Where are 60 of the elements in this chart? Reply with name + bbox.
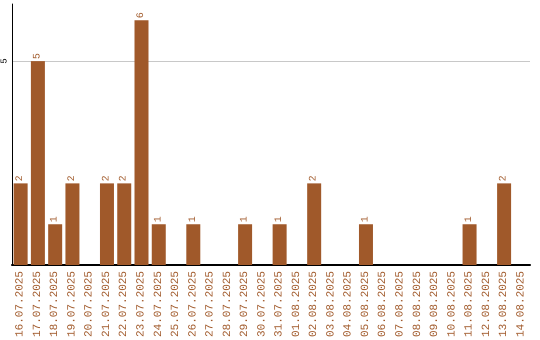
x-tick-label: 11.08.2025 bbox=[464, 270, 476, 338]
bar bbox=[307, 183, 322, 265]
x-tick-label: 24.07.2025 bbox=[152, 270, 165, 338]
x-tick-label: 20.07.2025 bbox=[84, 270, 96, 338]
x-tick-label: 02.08.2025 bbox=[308, 270, 320, 338]
x-tick-label: 31.07.2025 bbox=[274, 270, 286, 338]
bar bbox=[100, 183, 114, 265]
x-tick-label: 01.08.2025 bbox=[290, 270, 303, 338]
x-tick-label: 14.08.2025 bbox=[515, 270, 528, 338]
x-tick-label: 10.08.2025 bbox=[446, 270, 458, 338]
x-tick-label: 06.08.2025 bbox=[377, 270, 390, 338]
bar bbox=[48, 224, 62, 265]
bar bbox=[134, 20, 148, 265]
bar bbox=[497, 183, 512, 265]
bar bbox=[30, 61, 45, 265]
bar bbox=[117, 183, 132, 265]
x-tick-label: 21.07.2025 bbox=[100, 270, 113, 338]
x-tick-label: 03.08.2025 bbox=[325, 270, 338, 338]
data-label: 6 bbox=[136, 12, 147, 18]
data-label: 1 bbox=[464, 216, 476, 222]
data-label: 2 bbox=[308, 175, 320, 182]
data-label: 2 bbox=[101, 175, 112, 182]
data-label: 1 bbox=[360, 216, 372, 222]
x-tick-label: 08.08.2025 bbox=[412, 270, 424, 338]
data-label: 1 bbox=[240, 216, 251, 222]
x-tick-label: 29.07.2025 bbox=[239, 270, 252, 338]
data-label: 1 bbox=[153, 216, 164, 222]
x-tick-label: 22.07.2025 bbox=[118, 270, 130, 338]
x-tick-label: 19.07.2025 bbox=[66, 270, 78, 338]
x-tick-label: 16.07.2025 bbox=[14, 270, 27, 338]
data-label: 5 bbox=[32, 53, 44, 60]
x-tick-label: 13.08.2025 bbox=[498, 270, 510, 338]
data-label: 2 bbox=[66, 175, 78, 182]
bar bbox=[462, 224, 477, 265]
bar bbox=[186, 224, 200, 265]
x-tick-label: 26.07.2025 bbox=[187, 270, 200, 338]
x-tick-label: 12.08.2025 bbox=[480, 270, 493, 338]
data-label: 2 bbox=[498, 175, 510, 182]
bar bbox=[358, 224, 373, 265]
data-label: 1 bbox=[188, 216, 199, 222]
x-tick-label: 18.07.2025 bbox=[49, 270, 62, 338]
x-tick-label: 30.07.2025 bbox=[256, 270, 268, 338]
data-label: 2 bbox=[118, 175, 130, 182]
data-label: 1 bbox=[50, 216, 61, 222]
x-tick-label: 23.07.2025 bbox=[136, 270, 148, 338]
x-tick-label: 09.08.2025 bbox=[429, 270, 442, 338]
x-tick-label: 17.07.2025 bbox=[32, 270, 44, 338]
bar bbox=[152, 224, 166, 265]
x-tick-label: 04.08.2025 bbox=[342, 270, 355, 338]
bar bbox=[14, 183, 28, 265]
x-tick-label: 25.07.2025 bbox=[170, 270, 182, 338]
data-label: 2 bbox=[15, 175, 26, 182]
bar bbox=[238, 224, 252, 265]
data-label: 1 bbox=[274, 216, 286, 222]
x-tick-label: 07.08.2025 bbox=[394, 270, 406, 338]
x-tick-label: 05.08.2025 bbox=[360, 270, 372, 338]
x-tick-label: 28.07.2025 bbox=[222, 270, 234, 338]
x-tick-label: 27.07.2025 bbox=[204, 270, 217, 338]
bar bbox=[65, 183, 80, 265]
bar bbox=[272, 224, 287, 265]
